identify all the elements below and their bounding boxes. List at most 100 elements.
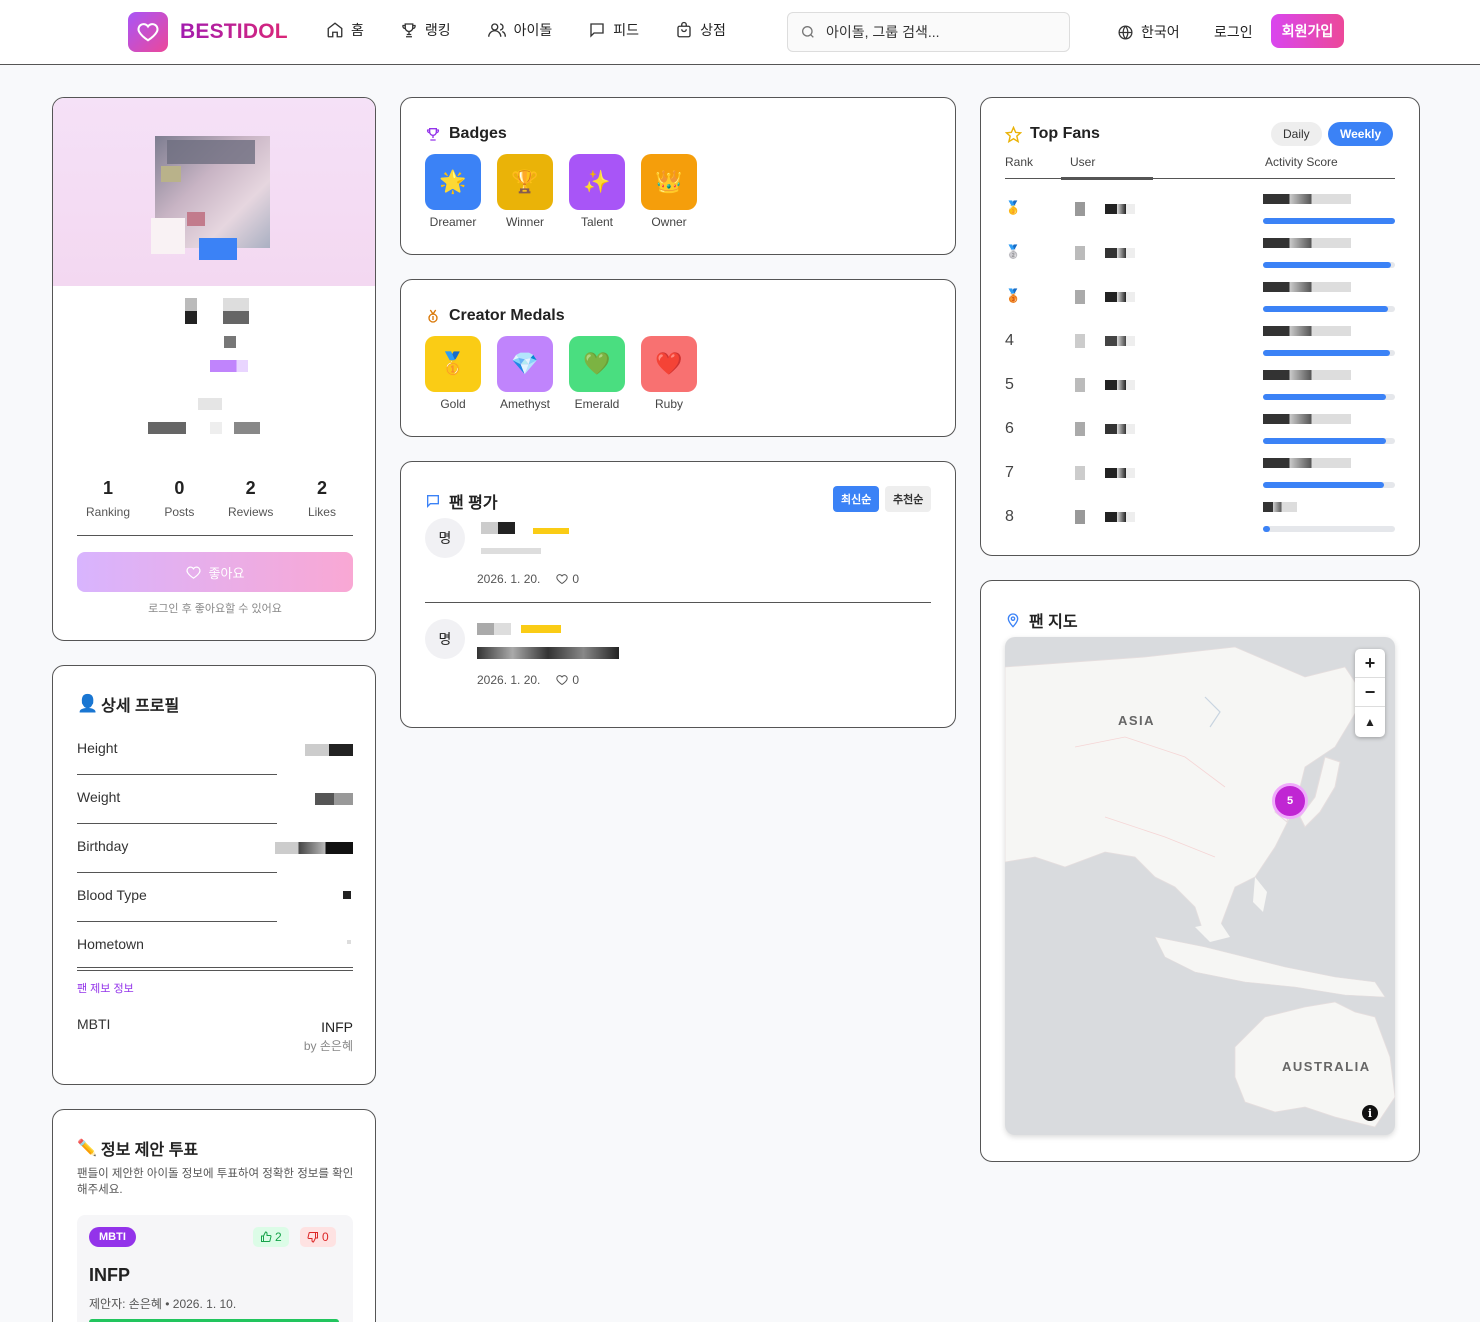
- sort-recommended-button[interactable]: 추천순: [885, 486, 932, 512]
- vote-approval-bar: [89, 1319, 339, 1322]
- fan-row[interactable]: 🥉: [1005, 276, 1395, 320]
- fan-username: [1105, 248, 1135, 258]
- fan-row[interactable]: 5: [1005, 364, 1395, 408]
- idol-tag: [210, 360, 248, 372]
- fan-score-bar-track: [1263, 438, 1395, 444]
- badge-owner[interactable]: 👑 Owner: [641, 154, 697, 229]
- idol-meta-2: [148, 422, 186, 434]
- search-input[interactable]: [826, 24, 1056, 40]
- row-divider: [77, 823, 277, 824]
- tab-daily[interactable]: Daily: [1271, 122, 1322, 146]
- fan-row[interactable]: 🥇: [1005, 188, 1395, 232]
- medals-header: Creator Medals: [425, 307, 565, 325]
- map-zoom-controls: + − ▲: [1355, 649, 1385, 737]
- like-button[interactable]: 좋아요: [77, 552, 353, 592]
- tab-weekly[interactable]: Weekly: [1328, 122, 1394, 146]
- heart-logo-icon: [128, 12, 168, 52]
- sort-latest-button[interactable]: 최신순: [833, 486, 880, 512]
- heart-icon: [556, 574, 569, 585]
- stat-reviews-label: Reviews: [227, 505, 274, 519]
- creator-medals-card: Creator Medals 🥇 Gold 💎 Amethyst 💚 Emerald ❤️ R…: [400, 279, 956, 437]
- fan-row[interactable]: 8: [1005, 496, 1395, 540]
- search-box: [787, 12, 1070, 52]
- downvote-button[interactable]: 0: [300, 1227, 336, 1247]
- reviewer-name: [481, 522, 515, 534]
- stat-reviews[interactable]: 2 Reviews: [220, 478, 282, 519]
- fan-cluster-marker[interactable]: 5: [1272, 783, 1308, 819]
- badge-label: Owner: [651, 215, 687, 229]
- badge-dreamer[interactable]: 🌟 Dreamer: [425, 154, 481, 229]
- nav-idols[interactable]: 아이돌: [487, 20, 552, 40]
- idol-avatar: [147, 126, 285, 264]
- heart-icon: [185, 566, 201, 579]
- fan-score-bar: [1263, 482, 1384, 488]
- detail-value-hometown: [347, 940, 351, 944]
- fan-username: [1105, 336, 1135, 346]
- medal-icon: 💎: [497, 336, 553, 392]
- review-like-button[interactable]: 0: [556, 673, 579, 687]
- review-divider: [425, 602, 931, 603]
- medals-title: Creator Medals: [449, 307, 565, 324]
- stat-ranking[interactable]: 1 Ranking: [77, 478, 139, 519]
- compass-button[interactable]: ▲: [1364, 714, 1376, 729]
- login-link[interactable]: 로그인: [1214, 24, 1253, 40]
- detail-label-weight: Weight: [77, 789, 121, 805]
- nav-ranking-label: 랭킹: [424, 22, 451, 38]
- fan-row[interactable]: 4: [1005, 320, 1395, 364]
- fan-avatar: [1075, 510, 1085, 524]
- fan-score-bar-track: [1263, 394, 1395, 400]
- stat-reviews-value: 2: [245, 478, 256, 498]
- medal-emerald[interactable]: 💚 Emerald: [569, 336, 625, 411]
- medal-amethyst[interactable]: 💎 Amethyst: [497, 336, 553, 411]
- review-like-button[interactable]: 0: [556, 572, 579, 586]
- review-footer: 2026. 1. 20. 0: [477, 572, 579, 586]
- badge-talent[interactable]: ✨ Talent: [569, 154, 625, 229]
- upvote-button[interactable]: 2: [253, 1227, 289, 1247]
- medal-gold[interactable]: 🥇 Gold: [425, 336, 481, 411]
- language-selector[interactable]: 한국어: [1117, 22, 1180, 42]
- review-footer: 2026. 1. 20. 0: [477, 673, 579, 687]
- fan-row[interactable]: 6: [1005, 408, 1395, 452]
- stat-likes[interactable]: 2 Likes: [291, 478, 353, 519]
- idol-subtext: [224, 336, 236, 348]
- medal-ruby[interactable]: ❤️ Ruby: [641, 336, 697, 411]
- map-landmass: [1005, 646, 1395, 1128]
- signup-button[interactable]: 회원가입: [1271, 14, 1344, 48]
- fan-map[interactable]: ASIA AUSTRALIA 5 + − ▲ i: [1005, 637, 1395, 1135]
- vote-title: 정보 제안 투표: [100, 1142, 199, 1159]
- stat-ranking-label: Ranking: [85, 505, 131, 519]
- detail-value-height: [305, 744, 353, 756]
- detail-row-hometown: Hometown: [77, 922, 353, 971]
- nav-shop[interactable]: 상점: [675, 20, 726, 40]
- fan-score-bar-track: [1263, 350, 1395, 356]
- nav-ranking[interactable]: 랭킹: [400, 20, 451, 40]
- medal-icon: 💚: [569, 336, 625, 392]
- map-info-icon[interactable]: i: [1362, 1105, 1378, 1121]
- mbti-value: INFP: [321, 1019, 353, 1035]
- zoom-in-button[interactable]: +: [1355, 649, 1385, 678]
- zoom-out-button[interactable]: −: [1355, 678, 1385, 707]
- star-icon: [1005, 125, 1022, 143]
- heart-icon: [556, 675, 569, 686]
- badge-winner[interactable]: 🏆 Winner: [497, 154, 553, 229]
- brand-logo[interactable]: BESTIDOL: [128, 12, 288, 52]
- thumbs-up-icon: [261, 1231, 272, 1242]
- column-activity-score: Activity Score: [1265, 155, 1338, 169]
- top-fans-title: Top Fans: [1030, 125, 1100, 142]
- message-icon: [427, 495, 439, 508]
- detail-profile-title: 상세 프로필: [101, 698, 180, 715]
- stat-posts[interactable]: 0 Posts: [148, 478, 210, 519]
- fan-row[interactable]: 🥈: [1005, 232, 1395, 276]
- main-nav: 홈 랭킹 아이돌 피드 상점: [326, 20, 762, 40]
- vote-description: 팬들이 제안한 아이돌 정보에 투표하여 정확한 정보를 확인해주세요.: [77, 1168, 354, 1196]
- fan-score-bar: [1263, 394, 1386, 400]
- fan-row[interactable]: 7: [1005, 452, 1395, 496]
- fan-rank: 🥇: [1005, 200, 1022, 215]
- review-date: 2026. 1. 20.: [477, 572, 541, 586]
- nav-home[interactable]: 홈: [326, 20, 364, 40]
- nav-feed[interactable]: 피드: [588, 20, 639, 40]
- fan-rank: 8: [1005, 508, 1014, 525]
- search-icon: [802, 26, 814, 38]
- row-divider: [77, 774, 277, 775]
- badge-label: Talent: [580, 215, 614, 229]
